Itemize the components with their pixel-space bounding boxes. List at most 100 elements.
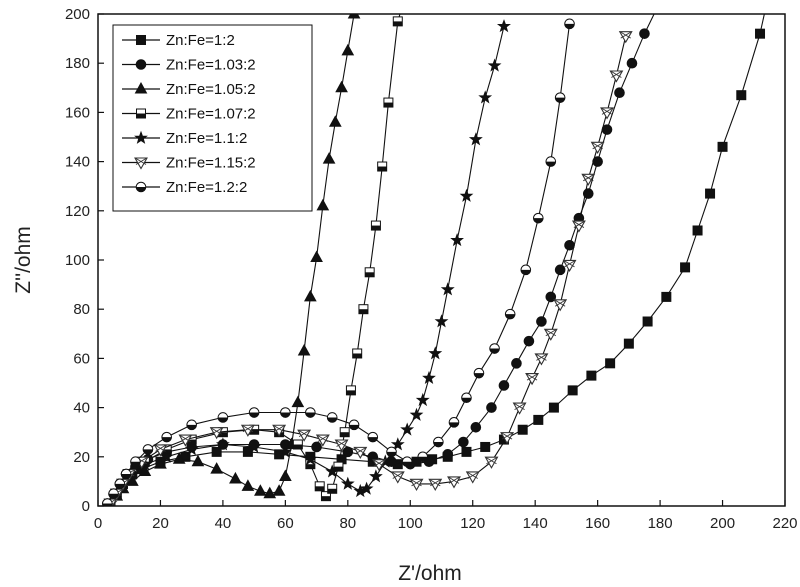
legend-entry: Zn:Fe=1.07:2 [122, 106, 256, 123]
data-point [242, 446, 253, 457]
data-point [345, 385, 356, 396]
data-point [581, 173, 596, 186]
legend-label: Zn:Fe=1.15:2 [166, 155, 256, 172]
data-point [102, 498, 113, 506]
data-point [278, 444, 293, 458]
data-point [359, 481, 374, 495]
data-point [470, 421, 482, 433]
data-point [487, 58, 502, 72]
data-point [159, 449, 174, 463]
data-point [392, 16, 403, 27]
data-point [326, 412, 338, 423]
data-point [310, 250, 323, 263]
y-tick-label: 200 [65, 6, 90, 23]
series-layer [102, 14, 766, 506]
data-point [486, 402, 497, 413]
data-point [504, 308, 516, 320]
y-tick-label: 120 [65, 203, 90, 220]
data-point [465, 471, 480, 484]
data-point [525, 373, 540, 386]
data-point [562, 259, 577, 273]
data-point [263, 486, 277, 499]
data-point [297, 429, 312, 442]
data-point [545, 291, 557, 303]
data-point [417, 451, 429, 463]
data-point [241, 479, 255, 491]
data-point [215, 437, 230, 451]
data-point [305, 407, 316, 418]
data-point [489, 343, 500, 354]
data-point [554, 264, 566, 276]
data-point [523, 335, 535, 347]
x-tick-label: 40 [215, 515, 232, 532]
data-point [461, 392, 472, 404]
data-point [211, 446, 222, 457]
data-point [755, 28, 766, 39]
data-point [533, 212, 544, 224]
data-point [254, 484, 267, 496]
data-point [478, 90, 493, 104]
legend-box [112, 24, 313, 212]
legend-entry: Zn:Fe=1.05:2 [122, 81, 256, 98]
data-point [680, 262, 691, 273]
y-axis-title: Z''/ohm [12, 226, 35, 294]
data-point [303, 289, 317, 302]
data-point [534, 353, 549, 366]
data-point [415, 392, 430, 407]
data-point [347, 14, 361, 19]
data-point [153, 444, 168, 457]
data-point [553, 299, 568, 312]
data-point [272, 484, 286, 496]
data-point [422, 370, 436, 384]
x-tick-label: 220 [772, 515, 797, 532]
x-tick-label: 80 [339, 515, 356, 532]
x-axis-ticks: 0 20 40 60 80 100 120 140 160 180 200 220 [94, 500, 798, 532]
data-point [586, 370, 597, 381]
x-tick-label: 20 [152, 515, 169, 532]
data-point [383, 97, 394, 108]
data-point [328, 115, 342, 127]
data-point [571, 220, 586, 233]
data-point [364, 267, 375, 278]
data-point [626, 57, 638, 69]
data-point [440, 282, 455, 296]
data-point [292, 439, 303, 450]
data-point [461, 446, 472, 457]
data-point [114, 478, 126, 490]
y-tick-label: 100 [65, 252, 90, 269]
data-point [434, 314, 449, 328]
y-tick-label: 160 [65, 104, 90, 121]
data-point [618, 31, 633, 44]
data-point [500, 432, 515, 445]
data-point [248, 407, 260, 418]
data-point [614, 87, 625, 99]
data-point [322, 152, 336, 164]
x-tick-label: 180 [648, 515, 673, 532]
legend-marker [134, 81, 148, 94]
data-point [428, 346, 443, 360]
data-point [517, 424, 528, 435]
legend-marker [136, 108, 146, 119]
legend-marker [135, 181, 147, 193]
series-3 [105, 14, 361, 506]
data-point [590, 141, 605, 154]
data-point [297, 343, 311, 356]
data-point [705, 188, 716, 199]
data-point [450, 233, 464, 247]
data-point [240, 424, 255, 437]
data-point [468, 132, 483, 146]
data-point [120, 468, 132, 480]
legend-marker [135, 59, 147, 70]
legend-label: Zn:Fe=1.1:2 [166, 130, 247, 147]
data-point [217, 412, 229, 423]
data-point [473, 367, 485, 379]
data-point [311, 441, 322, 453]
series-line [110, 35, 627, 504]
y-tick-label: 40 [73, 400, 90, 417]
data-point [533, 414, 544, 425]
data-point [736, 90, 747, 101]
data-point [447, 476, 461, 489]
legend-marker [134, 157, 148, 170]
data-point [390, 471, 405, 484]
x-tick-label: 100 [398, 515, 423, 532]
